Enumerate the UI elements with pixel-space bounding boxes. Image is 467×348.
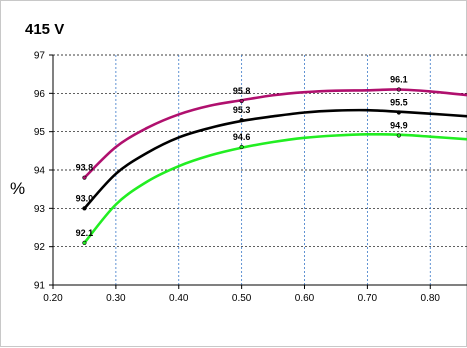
data-point (239, 118, 244, 123)
data-label: 94.9 (390, 121, 408, 131)
y-tick-label: 96 (34, 89, 46, 100)
x-tick-label: 0.30 (106, 293, 126, 304)
y-tick-label: 93 (34, 204, 46, 215)
y-tick-label: 91 (34, 281, 46, 292)
y-tick-label: 95 (34, 127, 46, 138)
data-label: 95.8 (233, 86, 251, 96)
data-label: 93.0 (76, 193, 94, 203)
x-tick-label: 0.70 (358, 293, 378, 304)
data-point (82, 206, 87, 211)
chart-title: 415 V (25, 21, 64, 38)
data-point (396, 133, 401, 138)
series-line-0 (83, 88, 467, 179)
data-point (239, 98, 244, 104)
x-tick-label: 0.80 (421, 293, 441, 304)
data-label: 93.8 (76, 163, 94, 173)
y-axis-label: % (10, 179, 25, 198)
series-line-1 (83, 108, 467, 210)
data-label: 94.6 (233, 132, 251, 142)
data-point (396, 87, 401, 92)
data-point (239, 144, 244, 150)
data-label: 95.5 (390, 98, 408, 108)
data-point (82, 240, 87, 245)
x-tick-label: 0.60 (295, 293, 315, 304)
x-tick-label: 0.40 (169, 293, 189, 304)
data-label: 95.3 (233, 105, 251, 115)
data-point (82, 175, 87, 180)
data-label: 96.1 (390, 75, 408, 85)
series-line-2 (83, 133, 467, 245)
y-tick-label: 97 (34, 51, 46, 62)
x-tick-label: 0.20 (43, 293, 63, 304)
x-tick-label: 0.50 (232, 293, 252, 304)
data-label: 92.1 (76, 228, 94, 238)
y-tick-label: 92 (34, 242, 46, 253)
y-tick-label: 94 (34, 166, 46, 177)
data-point (396, 110, 401, 115)
